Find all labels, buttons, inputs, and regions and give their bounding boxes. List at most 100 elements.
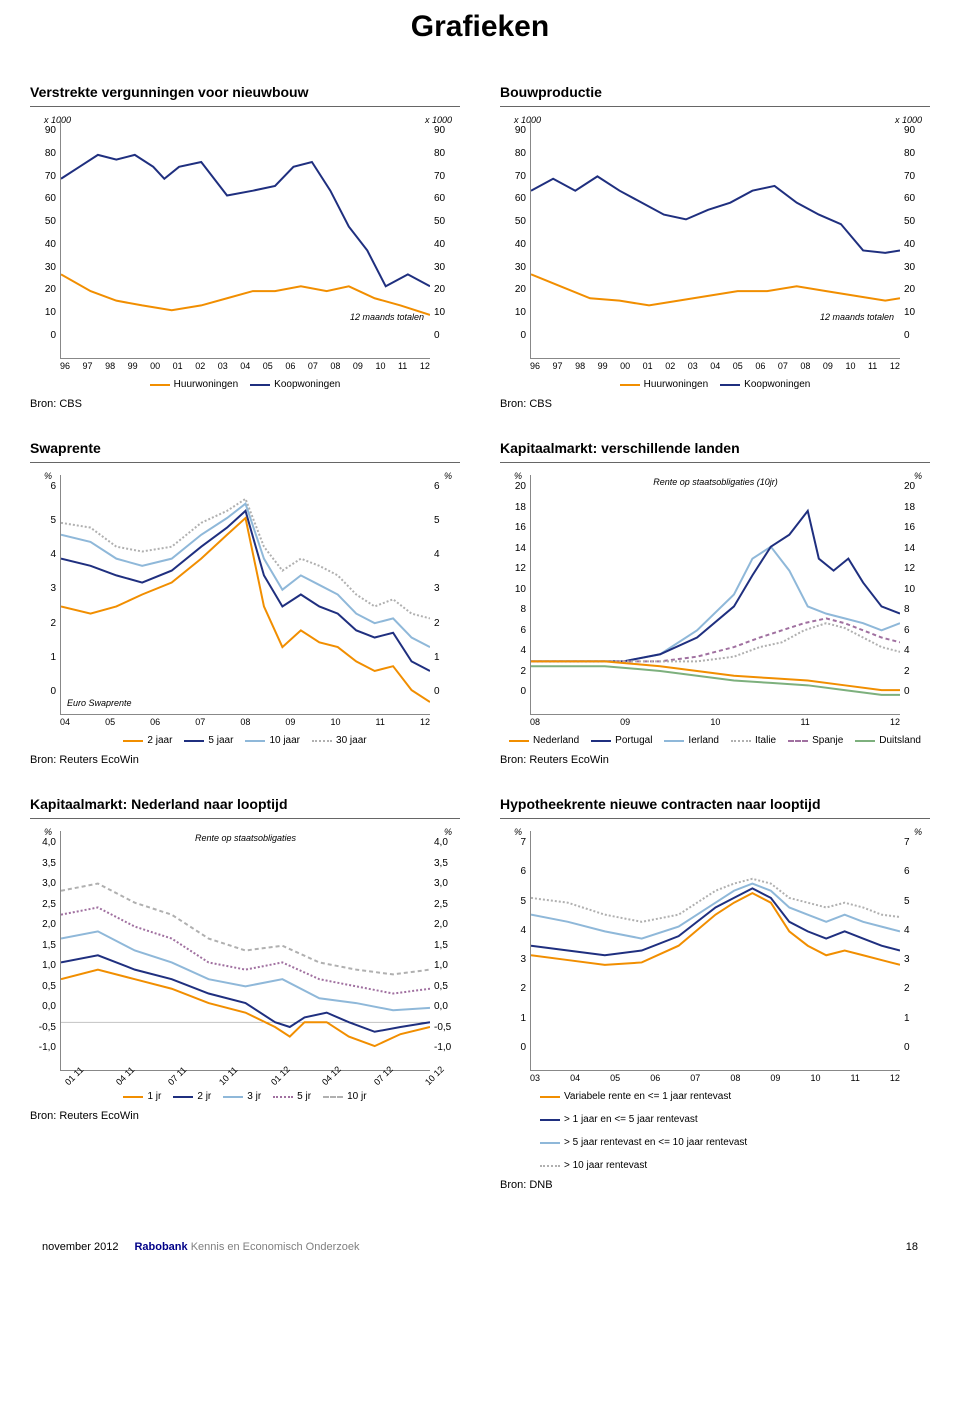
tick-label: 1 bbox=[500, 1013, 526, 1024]
tick-label: 8 bbox=[500, 604, 526, 615]
source-label: Bron: Reuters EcoWin bbox=[500, 754, 930, 766]
tick-label: 04 bbox=[60, 717, 70, 727]
legend-label: Duitsland bbox=[879, 735, 921, 746]
y-unit-left: % bbox=[514, 471, 522, 481]
tick-label: 50 bbox=[434, 216, 460, 227]
tick-label: 8 bbox=[904, 604, 930, 615]
tick-label: 1,0 bbox=[434, 960, 460, 971]
tick-label: 12 bbox=[890, 361, 900, 371]
tick-label: 08 bbox=[330, 361, 340, 371]
tick-label: 12 bbox=[890, 1073, 900, 1083]
y-axis-right: 9080706050403020100 bbox=[430, 119, 460, 359]
tick-label: 0 bbox=[434, 330, 460, 341]
plot: Euro Swaprente bbox=[60, 475, 430, 715]
y-unit-right: % bbox=[914, 827, 922, 837]
tick-label: 10 bbox=[434, 307, 460, 318]
legend-label: 10 jr bbox=[347, 1091, 366, 1102]
tick-label: 3 bbox=[904, 954, 930, 965]
tick-label: 07 bbox=[778, 361, 788, 371]
legend-swatch bbox=[245, 740, 265, 742]
tick-label: 0 bbox=[30, 686, 56, 697]
chart-title: Kapitaalmarkt: Nederland naar looptijd bbox=[30, 796, 460, 819]
annotation: Rente op staatsobligaties (10jr) bbox=[653, 477, 778, 487]
legend-item: Huurwoningen bbox=[620, 379, 709, 390]
tick-label: 20 bbox=[30, 284, 56, 295]
plot: 12 maands totalen bbox=[60, 119, 430, 359]
source-label: Bron: DNB bbox=[500, 1179, 930, 1191]
tick-label: 0 bbox=[434, 686, 460, 697]
tick-label: 2 bbox=[500, 666, 526, 677]
tick-label: 3,0 bbox=[30, 878, 56, 889]
legend-label: Ierland bbox=[688, 735, 719, 746]
legend-item: Huurwoningen bbox=[150, 379, 239, 390]
y-unit-left: % bbox=[514, 827, 522, 837]
x-axis: 01 1104 1107 1110 1101 1204 1207 1210 12 bbox=[30, 1071, 460, 1083]
tick-label: 7 bbox=[904, 837, 930, 848]
legend-label: 30 jaar bbox=[336, 735, 367, 746]
tick-label: 1 bbox=[434, 652, 460, 663]
page-title: Grafieken bbox=[30, 10, 930, 44]
legend-item: 30 jaar bbox=[312, 735, 367, 746]
tick-label: 50 bbox=[904, 216, 930, 227]
legend-label: 10 jaar bbox=[269, 735, 300, 746]
chart-title: Verstrekte vergunningen voor nieuwbouw bbox=[30, 84, 460, 107]
tick-label: 18 bbox=[904, 502, 930, 513]
tick-label: 05 bbox=[733, 361, 743, 371]
tick-label: 06 bbox=[150, 717, 160, 727]
legend-swatch bbox=[123, 740, 143, 742]
legend-swatch bbox=[855, 740, 875, 742]
tick-label: 0 bbox=[904, 330, 930, 341]
tick-label: 04 bbox=[570, 1073, 580, 1083]
legend-item: 10 jr bbox=[323, 1091, 366, 1102]
tick-label: 12 bbox=[890, 717, 900, 727]
tick-label: 50 bbox=[500, 216, 526, 227]
legend-swatch bbox=[591, 740, 611, 742]
tick-label: 80 bbox=[434, 148, 460, 159]
legend-label: Spanje bbox=[812, 735, 843, 746]
legend-swatch bbox=[788, 740, 808, 742]
tick-label: 2,0 bbox=[434, 919, 460, 930]
plot bbox=[530, 831, 900, 1071]
legend-label: Huurwoningen bbox=[174, 379, 239, 390]
chart-title: Hypotheekrente nieuwe contracten naar lo… bbox=[500, 796, 930, 819]
tick-label: 09 bbox=[285, 717, 295, 727]
tick-label: 10 12 bbox=[423, 1073, 437, 1087]
legend-item: 5 jr bbox=[273, 1091, 311, 1102]
chart-bouwproductie: Bouwproductie x 1000 x 1000 908070605040… bbox=[500, 84, 930, 410]
tick-label: 1,5 bbox=[30, 940, 56, 951]
tick-label: 04 12 bbox=[320, 1073, 334, 1087]
tick-label: 11 bbox=[851, 1073, 860, 1083]
y-axis-left: 9080706050403020100 bbox=[500, 119, 530, 359]
tick-label: 70 bbox=[30, 171, 56, 182]
legend-label: > 10 jaar rentevast bbox=[564, 1160, 647, 1171]
tick-label: 09 bbox=[770, 1073, 780, 1083]
legend-item: 2 jr bbox=[173, 1091, 211, 1102]
footer-dept: Kennis en Economisch Onderzoek bbox=[191, 1241, 360, 1253]
tick-label: 3,5 bbox=[434, 858, 460, 869]
y-unit-left: % bbox=[44, 471, 52, 481]
legend-swatch bbox=[620, 384, 640, 386]
tick-label: 2 bbox=[904, 666, 930, 677]
chart-title: Bouwproductie bbox=[500, 84, 930, 107]
tick-label: 2 bbox=[30, 618, 56, 629]
tick-label: 07 12 bbox=[371, 1073, 385, 1087]
tick-label: 08 bbox=[730, 1073, 740, 1083]
source-label: Bron: Reuters EcoWin bbox=[30, 754, 460, 766]
legend-swatch bbox=[731, 740, 751, 742]
tick-label: 6 bbox=[500, 625, 526, 636]
tick-label: 07 bbox=[195, 717, 205, 727]
footer-page-number: 18 bbox=[906, 1241, 918, 1253]
tick-label: 90 bbox=[434, 125, 460, 136]
tick-label: 60 bbox=[30, 193, 56, 204]
tick-label: 5 bbox=[434, 515, 460, 526]
tick-label: 0 bbox=[904, 1042, 930, 1053]
legend-label: Huurwoningen bbox=[644, 379, 709, 390]
tick-label: 03 bbox=[530, 1073, 540, 1083]
tick-label: -1,0 bbox=[434, 1042, 460, 1053]
tick-label: 14 bbox=[904, 543, 930, 554]
tick-label: 01 bbox=[643, 361, 653, 371]
y-unit-right: % bbox=[914, 471, 922, 481]
tick-label: 3,0 bbox=[434, 878, 460, 889]
tick-label: 1 bbox=[904, 1013, 930, 1024]
tick-label: 90 bbox=[500, 125, 526, 136]
